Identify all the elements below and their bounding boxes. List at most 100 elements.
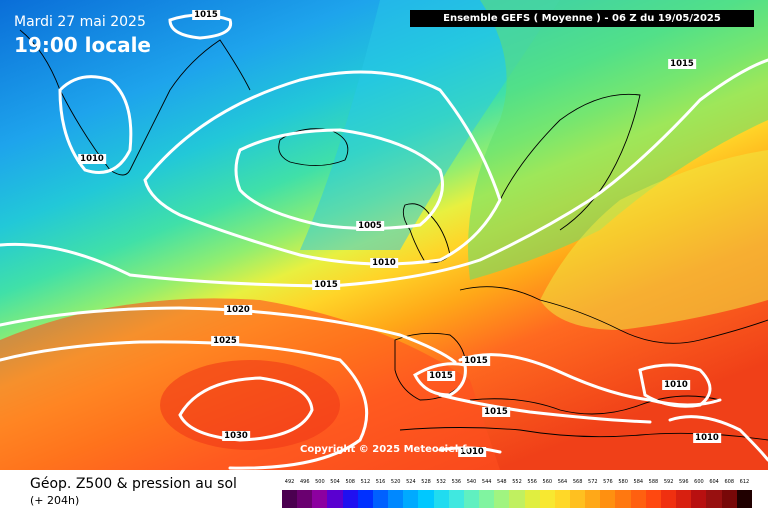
legend-value: 548 xyxy=(497,479,507,485)
legend-value: 492 xyxy=(284,479,295,485)
isobar-1010-southeast xyxy=(668,415,768,462)
isobar-label: 1010 xyxy=(662,380,690,390)
legend-swatch xyxy=(660,490,677,508)
legend-swatch xyxy=(554,490,570,508)
legend-value: 596 xyxy=(678,479,689,485)
legend-value: 552 xyxy=(512,479,522,485)
mediterranean-coast xyxy=(469,395,721,415)
isobar-1010-greenland xyxy=(58,75,133,174)
isobar-label: 1010 xyxy=(78,154,106,164)
legend-value: 568 xyxy=(572,479,583,485)
forecast-time: 19:00 locale xyxy=(14,33,151,57)
footer-forecast-hour: (+ 204h) xyxy=(30,494,80,507)
legend-swatch xyxy=(448,490,464,508)
legend-swatch xyxy=(357,490,373,508)
legend-value: 588 xyxy=(648,479,659,485)
isobar-1015-south xyxy=(438,393,652,424)
legend-swatch xyxy=(509,490,525,508)
isobar-label: 1015 xyxy=(482,407,510,417)
legend-value: 500 xyxy=(315,479,325,485)
legend-value: 612 xyxy=(739,479,750,485)
legend-swatch xyxy=(615,490,631,508)
isobar-label: 1015 xyxy=(312,280,340,290)
legend-value: 520 xyxy=(390,479,401,485)
legend-swatch xyxy=(585,490,601,508)
legend-value: 604 xyxy=(709,479,719,485)
isobar-label: 1010 xyxy=(458,447,486,457)
legend-labels: 492 496 500 504 508 512 516 520 524 528 532 536 540 5… xyxy=(282,479,752,489)
legend-value: 576 xyxy=(603,479,613,485)
legend-value: 556 xyxy=(527,479,537,485)
isobar-label: 1005 xyxy=(356,221,384,231)
legend-value: 532 xyxy=(436,479,446,485)
legend-swatch xyxy=(539,490,555,508)
isobar-1005 xyxy=(234,128,444,230)
isobar-1010-main xyxy=(143,70,502,266)
z500-band-cyan xyxy=(300,0,560,250)
legend-value: 516 xyxy=(375,479,386,485)
isobar-1015-main xyxy=(0,58,768,288)
legend-value: 572 xyxy=(588,479,598,485)
legend-value: 584 xyxy=(633,479,644,485)
legend-swatch xyxy=(645,490,661,508)
europe-coast xyxy=(459,286,768,344)
iceland-coast xyxy=(278,128,349,166)
isobar-1010-east xyxy=(638,363,712,408)
legend-value: 504 xyxy=(330,479,340,485)
legend-swatch xyxy=(706,490,722,508)
legend-swatch xyxy=(372,490,389,508)
isobar-label: 1015 xyxy=(462,356,490,366)
z500-band-green xyxy=(468,0,768,280)
z500-band-yellow xyxy=(540,150,768,330)
legend-swatch xyxy=(312,490,328,508)
isobar-label: 1025 xyxy=(211,336,239,346)
legend-value: 580 xyxy=(618,479,628,485)
isobar-label: 1015 xyxy=(427,371,455,381)
footer-title: Géop. Z500 & pression au sol xyxy=(30,476,237,492)
legend-value: 592 xyxy=(663,479,674,485)
legend-swatch xyxy=(736,490,752,508)
isobar-label: 1030 xyxy=(222,431,250,441)
isobar-label: 1015 xyxy=(668,59,696,69)
legend-swatch xyxy=(494,490,510,508)
isobar-label: 1020 xyxy=(224,305,252,315)
legend-swatch xyxy=(433,490,449,508)
legend-swatch xyxy=(600,490,616,508)
isobars xyxy=(0,13,768,470)
isobar-label: 1015 xyxy=(192,10,220,20)
legend-swatch xyxy=(282,490,298,508)
legend-value: 536 xyxy=(451,479,462,485)
legend-value: 524 xyxy=(406,479,416,485)
legend-value: 496 xyxy=(299,479,310,485)
legend-value: 540 xyxy=(466,479,477,485)
forecast-date: Mardi 27 mai 2025 xyxy=(14,14,146,30)
legend-swatch xyxy=(463,490,480,508)
scandinavia-coast xyxy=(499,93,641,231)
isobar-1025 xyxy=(0,340,369,470)
z500-map xyxy=(0,0,768,470)
legend-value: 564 xyxy=(557,479,568,485)
legend-swatch xyxy=(297,490,313,508)
legend-swatch xyxy=(403,490,419,508)
legend-swatch xyxy=(721,490,737,508)
isobar-label: 1010 xyxy=(693,433,721,443)
color-legend xyxy=(282,490,752,508)
legend-swatch xyxy=(676,490,692,508)
legend-value: 608 xyxy=(724,479,735,485)
isobar-1030 xyxy=(178,376,314,442)
legend-value: 508 xyxy=(345,479,355,485)
legend-swatch xyxy=(388,490,404,508)
isobar-1015-iberia xyxy=(413,362,467,397)
legend-swatch xyxy=(691,490,707,508)
legend-value: 560 xyxy=(542,479,553,485)
legend-swatch xyxy=(524,490,540,508)
legend-swatch xyxy=(342,490,358,508)
legend-value: 600 xyxy=(694,479,704,485)
copyright: Copyright © 2025 Meteociel.fr xyxy=(300,444,472,455)
legend-swatch xyxy=(479,490,495,508)
legend-value: 512 xyxy=(360,479,371,485)
legend-swatch xyxy=(327,490,343,508)
isobar-label: 1010 xyxy=(370,258,398,268)
model-run-header: Ensemble GEFS ( Moyenne ) - 06 Z du 19/0… xyxy=(410,10,754,27)
